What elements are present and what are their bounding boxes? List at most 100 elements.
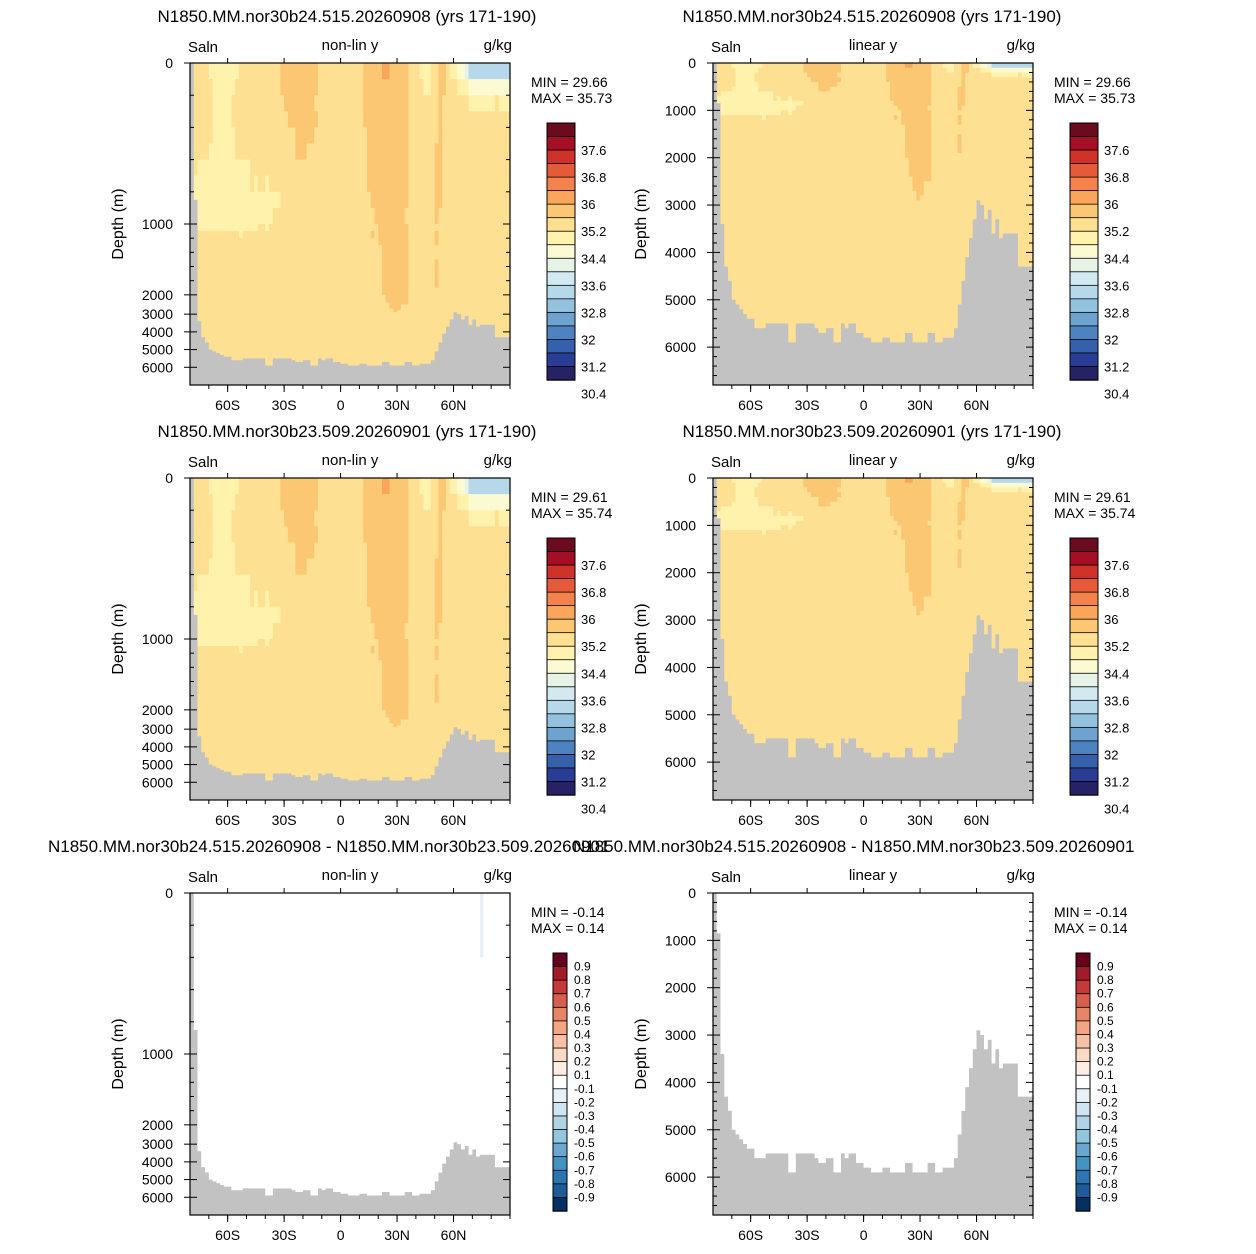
field-cell	[198, 267, 202, 275]
field-cell	[747, 276, 751, 281]
field-cell	[495, 111, 499, 128]
field-cell	[284, 245, 288, 253]
field-cell	[314, 224, 318, 232]
field-cell	[408, 224, 412, 232]
field-cell	[280, 224, 284, 232]
field-cell	[344, 274, 348, 282]
field-cell	[307, 288, 311, 296]
field-cell	[201, 95, 205, 112]
field-cell	[213, 95, 217, 112]
field-cell	[363, 160, 367, 177]
field-cell	[374, 192, 378, 209]
colorbar-swatch	[547, 366, 575, 380]
field-cell	[747, 305, 751, 310]
field-cell	[310, 79, 314, 96]
field-cell	[502, 176, 506, 193]
field-cell	[326, 192, 330, 209]
field-cell	[739, 196, 743, 201]
field-cell	[269, 281, 273, 289]
field-cell	[250, 95, 254, 112]
field-cell	[724, 153, 728, 158]
field-cell	[736, 281, 740, 286]
field-cell	[363, 144, 367, 161]
field-cell	[461, 95, 465, 112]
field-cell	[446, 111, 450, 128]
field-cell	[341, 259, 345, 267]
field-cell	[739, 72, 743, 77]
field-cell	[732, 172, 736, 177]
field-cell	[732, 139, 736, 144]
field-cell	[754, 77, 758, 82]
field-cell	[499, 245, 503, 253]
field-cell	[747, 186, 751, 191]
field-cell	[499, 192, 503, 209]
field-cell	[743, 162, 747, 167]
field-cell	[288, 63, 292, 80]
field-cell	[265, 111, 269, 128]
field-cell	[322, 63, 326, 80]
field-cell	[751, 281, 755, 286]
field-cell	[454, 160, 458, 177]
field-cell	[235, 224, 239, 232]
field-cell	[258, 245, 262, 253]
field-cell	[717, 82, 721, 87]
field-cell	[220, 160, 224, 177]
field-cell	[401, 160, 405, 177]
field-cell	[743, 153, 747, 158]
field-cell	[484, 231, 488, 239]
field-cell	[292, 176, 296, 193]
field-cell	[461, 267, 465, 275]
colorbar-swatch	[547, 231, 575, 245]
field-cell	[265, 144, 269, 161]
field-cell	[416, 274, 420, 282]
field-cell	[390, 95, 394, 112]
field-cell	[231, 252, 235, 260]
field-cell	[457, 63, 461, 80]
field-cell	[480, 79, 484, 96]
field-cell	[435, 245, 439, 253]
field-cell	[728, 177, 732, 182]
field-cell	[491, 95, 495, 112]
field-cell	[348, 224, 352, 232]
field-cell	[405, 160, 409, 177]
field-cell	[461, 160, 465, 177]
field-cell	[390, 281, 394, 289]
field-cell	[499, 288, 503, 296]
field-cell	[484, 111, 488, 128]
field-cell	[427, 238, 431, 246]
units-label: g/kg	[484, 37, 512, 54]
field-cell	[284, 208, 288, 225]
field-cell	[224, 144, 228, 161]
field-cell	[322, 208, 326, 225]
field-cell	[732, 153, 736, 158]
field-cell	[423, 281, 427, 289]
field-cell	[484, 192, 488, 209]
field-cell	[318, 176, 322, 193]
field-cell	[454, 231, 458, 239]
field-cell	[724, 186, 728, 191]
field-cell	[333, 144, 337, 161]
field-cell	[235, 144, 239, 161]
field-cell	[435, 79, 439, 96]
field-cell	[420, 63, 424, 80]
field-cell	[224, 238, 228, 246]
field-cell	[442, 208, 446, 225]
land-mask	[318, 358, 322, 385]
field-cell	[258, 281, 262, 289]
field-cell	[303, 238, 307, 246]
field-cell	[284, 224, 288, 232]
field-cell	[262, 252, 266, 260]
field-cell	[465, 245, 469, 253]
field-cell	[231, 224, 235, 232]
field-cell	[243, 238, 247, 246]
field-cell	[254, 281, 258, 289]
field-cell	[446, 231, 450, 239]
field-cell	[363, 95, 367, 112]
field-cell	[476, 79, 480, 96]
field-cell	[465, 281, 469, 289]
field-cell	[243, 63, 247, 80]
field-cell	[378, 95, 382, 112]
field-cell	[273, 224, 277, 232]
field-cell	[739, 186, 743, 191]
field-cell	[499, 238, 503, 246]
